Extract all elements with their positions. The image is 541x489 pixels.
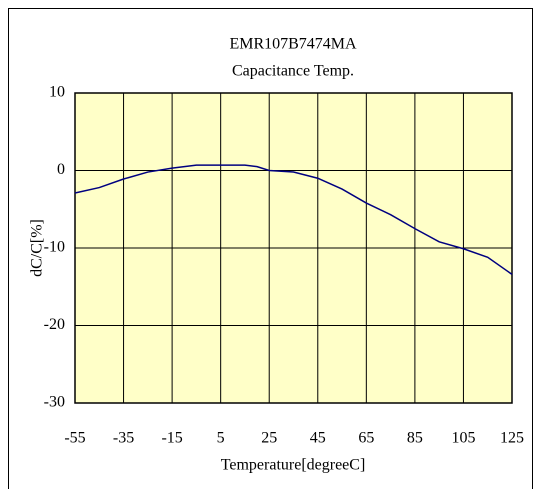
y-tick-label: 10: [49, 84, 65, 101]
chart-subtitle: Capacitance Temp.: [232, 63, 354, 80]
x-tick-label: 5: [217, 430, 225, 447]
x-tick-label: 85: [407, 430, 423, 447]
x-tick-label: -15: [161, 430, 182, 447]
x-tick-label: 25: [261, 430, 277, 447]
data-line: [74, 164, 513, 275]
x-tick-label: -55: [64, 430, 85, 447]
plot-frame: [74, 92, 513, 404]
y-tick-label: 0: [57, 161, 65, 178]
x-tick-label: 45: [310, 430, 326, 447]
x-axis-label: Temperature[degreeC]: [221, 457, 366, 474]
chart-title: EMR107B7474MA: [229, 36, 357, 53]
x-tick-label: 105: [451, 430, 475, 447]
y-axis-label: dC/C[%]: [29, 219, 46, 277]
y-tick-label: -20: [44, 316, 65, 333]
y-tick-label: -10: [44, 239, 65, 256]
y-tick-label: -30: [44, 394, 65, 411]
x-tick-label: -35: [113, 430, 134, 447]
x-tick-label: 125: [500, 430, 524, 447]
x-tick-label: 65: [358, 430, 374, 447]
